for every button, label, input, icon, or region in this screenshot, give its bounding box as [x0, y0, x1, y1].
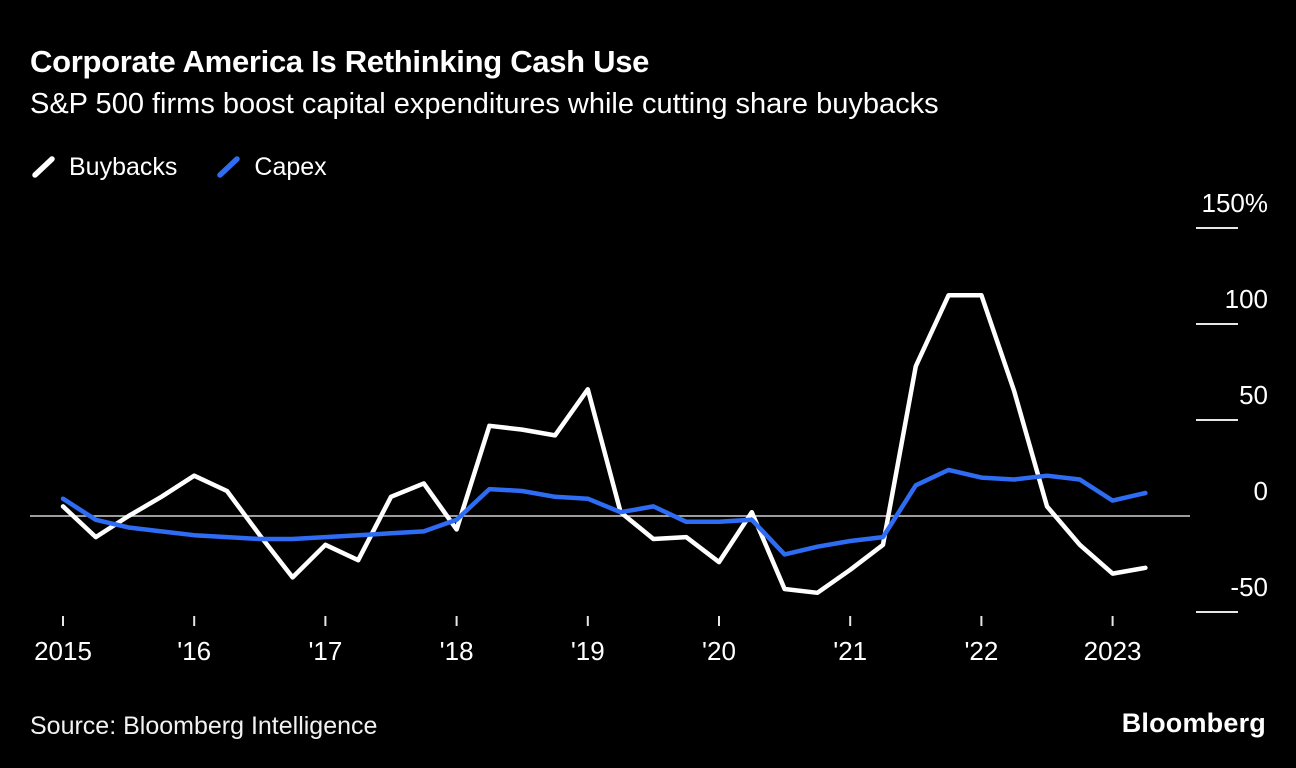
x-axis-label: '17: [308, 636, 343, 666]
series-line-buybacks: [60, 292, 1148, 596]
legend-label-capex: Capex: [254, 152, 327, 181]
source-note: Source: Bloomberg Intelligence: [30, 712, 378, 740]
legend-item-capex: Capex: [215, 152, 327, 182]
x-axis-label: '21: [833, 636, 868, 666]
y-axis-label: 0: [1253, 476, 1268, 506]
x-axis-label: '22: [964, 636, 999, 666]
x-axis-label: '16: [177, 636, 212, 666]
y-axis-label: -50: [1230, 572, 1268, 602]
legend: Buybacks Capex: [30, 150, 327, 184]
x-axis-label: '20: [702, 636, 736, 666]
y-axis-label: 50: [1239, 380, 1268, 410]
x-axis-label: 2023: [1083, 636, 1142, 666]
x-axis-label: '19: [570, 636, 605, 666]
x-axis-label: '18: [439, 636, 474, 666]
buybacks-line-swatch-icon: [32, 156, 55, 178]
y-axis-label: 100: [1224, 284, 1268, 314]
series-line-capex: [60, 467, 1148, 557]
chart-subtitle: S&P 500 firms boost capital expenditures…: [30, 88, 939, 120]
buybacks-swatch-stroke: [32, 156, 55, 178]
chart-title: Corporate America Is Rethinking Cash Use: [30, 44, 650, 79]
legend-item-buybacks: Buybacks: [30, 153, 177, 182]
capex-line-swatch-icon: [217, 156, 241, 178]
x-axis-label: 2015: [34, 636, 92, 666]
y-axis-label: 150%: [1201, 188, 1269, 218]
bloomberg-logo: Bloomberg: [1121, 708, 1266, 738]
legend-label-buybacks: Buybacks: [69, 152, 178, 181]
capex-swatch-stroke: [217, 156, 241, 178]
